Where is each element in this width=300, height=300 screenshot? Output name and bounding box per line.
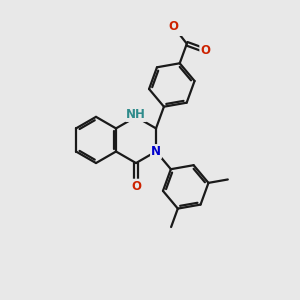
Text: O: O bbox=[131, 180, 141, 193]
Text: NH: NH bbox=[126, 108, 146, 121]
Text: O: O bbox=[200, 44, 210, 57]
Text: O: O bbox=[168, 20, 178, 33]
Text: N: N bbox=[151, 145, 161, 158]
